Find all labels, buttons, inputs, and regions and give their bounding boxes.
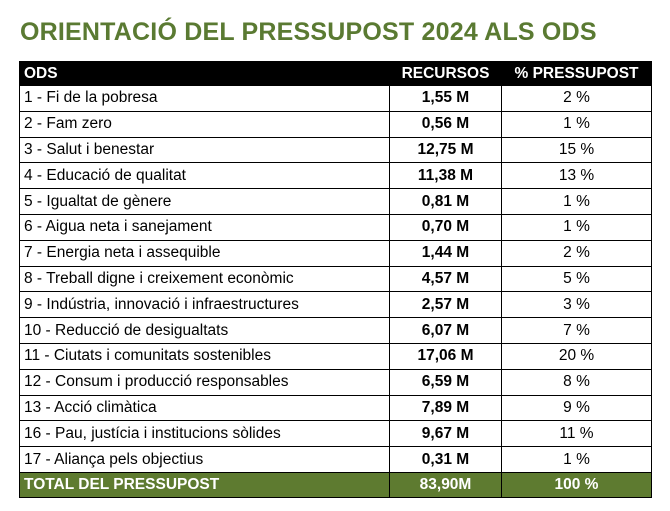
ods-cell: 7 - Energia neta i assequible xyxy=(19,239,390,267)
recursos-cell: 2,57 M xyxy=(389,291,502,319)
ods-cell: 1 - Fi de la pobresa xyxy=(19,85,390,112)
percent-cell: 11 % xyxy=(501,420,652,448)
ods-cell: 16 - Pau, justícia i institucions sòlide… xyxy=(19,420,390,448)
table-row: 3 - Salut i benestar 12,75 M 15 % xyxy=(19,136,652,164)
recursos-cell: 1,44 M xyxy=(389,239,502,267)
table-row: 10 - Reducció de desigualtats 6,07 M 7 % xyxy=(19,317,652,344)
ods-cell: 4 - Educació de qualitat xyxy=(19,162,390,190)
percent-cell: 1 % xyxy=(501,110,652,138)
percent-cell: 2 % xyxy=(501,239,652,267)
table-row: 8 - Treball digne i creixement econòmic … xyxy=(19,265,652,293)
ods-cell: 5 - Igualtat de gènere xyxy=(19,188,390,215)
table-row: 1 - Fi de la pobresa 1,55 M 2 % xyxy=(19,85,652,112)
ods-cell: 8 - Treball digne i creixement econòmic xyxy=(19,265,390,293)
recursos-cell: 0,56 M xyxy=(389,110,502,138)
table-row: 11 - Ciutats i comunitats sostenibles 17… xyxy=(19,342,652,370)
percent-cell: 8 % xyxy=(501,368,652,396)
percent-cell: 13 % xyxy=(501,162,652,190)
ods-cell: 9 - Indústria, innovació i infraestructu… xyxy=(19,291,390,319)
percent-cell: 15 % xyxy=(501,136,652,164)
percent-cell: 9 % xyxy=(501,394,652,422)
recursos-cell: 6,59 M xyxy=(389,368,502,396)
ods-cell: 2 - Fam zero xyxy=(19,110,390,138)
table-row: 6 - Aigua neta i sanejament 0,70 M 1 % xyxy=(19,213,652,241)
recursos-cell: 0,81 M xyxy=(389,188,502,215)
percent-cell: 1 % xyxy=(501,213,652,241)
ods-budget-table: ODS RECURSOS % PRESSUPOST 1 - Fi de la p… xyxy=(19,61,652,498)
table-row: 4 - Educació de qualitat 11,38 M 13 % xyxy=(19,162,652,190)
recursos-cell: 12,75 M xyxy=(389,136,502,164)
recursos-cell: 4,57 M xyxy=(389,265,502,293)
ods-cell: 11 - Ciutats i comunitats sostenibles xyxy=(19,342,390,370)
ods-cell: 12 - Consum i producció responsables xyxy=(19,368,390,396)
percent-cell: 7 % xyxy=(501,317,652,344)
table-row: 9 - Indústria, innovació i infraestructu… xyxy=(19,291,652,319)
recursos-cell: 7,89 M xyxy=(389,394,502,422)
recursos-cell: 0,31 M xyxy=(389,446,502,473)
recursos-cell: 1,55 M xyxy=(389,85,502,112)
table-row: 13 - Acció climàtica 7,89 M 9 % xyxy=(19,394,652,422)
percent-cell: 2 % xyxy=(501,85,652,112)
recursos-cell: 0,70 M xyxy=(389,213,502,241)
ods-cell: 17 - Aliança pels objectius xyxy=(19,446,390,473)
ods-cell: 13 - Acció climàtica xyxy=(19,394,390,422)
table-row: 17 - Aliança pels objectius 0,31 M 1 % xyxy=(19,446,652,473)
column-header-ods: ODS xyxy=(19,61,390,86)
total-label: TOTAL DEL PRESSUPOST xyxy=(19,471,390,498)
recursos-cell: 17,06 M xyxy=(389,342,502,370)
percent-cell: 1 % xyxy=(501,446,652,473)
ods-cell: 6 - Aigua neta i sanejament xyxy=(19,213,390,241)
page-title: ORIENTACIÓ DEL PRESSUPOST 2024 ALS ODS xyxy=(20,18,597,46)
table-row: 7 - Energia neta i assequible 1,44 M 2 % xyxy=(19,239,652,267)
column-header-recursos: RECURSOS xyxy=(389,61,502,86)
column-header-pressupost: % PRESSUPOST xyxy=(501,61,652,86)
table-header-row: ODS RECURSOS % PRESSUPOST xyxy=(19,61,652,86)
total-percent: 100 % xyxy=(501,471,652,498)
table-row: 5 - Igualtat de gènere 0,81 M 1 % xyxy=(19,188,652,215)
table-body: 1 - Fi de la pobresa 1,55 M 2 % 2 - Fam … xyxy=(19,85,652,498)
percent-cell: 3 % xyxy=(501,291,652,319)
percent-cell: 1 % xyxy=(501,188,652,215)
total-row: TOTAL DEL PRESSUPOST 83,90M 100 % xyxy=(19,471,652,498)
percent-cell: 20 % xyxy=(501,342,652,370)
table-row: 2 - Fam zero 0,56 M 1 % xyxy=(19,110,652,138)
ods-cell: 10 - Reducció de desigualtats xyxy=(19,317,390,344)
recursos-cell: 6,07 M xyxy=(389,317,502,344)
recursos-cell: 9,67 M xyxy=(389,420,502,448)
recursos-cell: 11,38 M xyxy=(389,162,502,190)
total-recursos: 83,90M xyxy=(389,471,502,498)
table-row: 12 - Consum i producció responsables 6,5… xyxy=(19,368,652,396)
ods-cell: 3 - Salut i benestar xyxy=(19,136,390,164)
percent-cell: 5 % xyxy=(501,265,652,293)
table-row: 16 - Pau, justícia i institucions sòlide… xyxy=(19,420,652,448)
